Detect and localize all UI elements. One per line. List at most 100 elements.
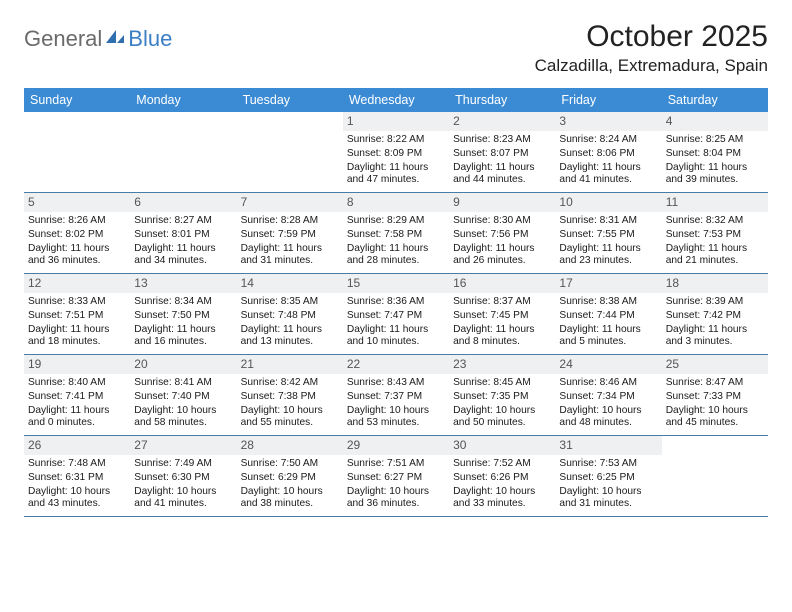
sunset-text: Sunset: 6:29 PM <box>241 472 339 485</box>
daylight-text: Daylight: 10 hours and 38 minutes. <box>241 486 339 512</box>
sunrise-text: Sunrise: 7:51 AM <box>347 458 445 471</box>
daylight-text: Daylight: 11 hours and 44 minutes. <box>453 162 551 188</box>
calendar-cell: 15 Sunrise: 8:36 AMSunset: 7:47 PMDayligh… <box>343 274 449 354</box>
sunset-text: Sunset: 6:31 PM <box>28 472 126 485</box>
sunrise-text: Sunrise: 8:32 AM <box>666 215 764 228</box>
day-number: 15 <box>343 274 449 293</box>
daylight-text: Daylight: 11 hours and 13 minutes. <box>241 324 339 350</box>
sunrise-text: Sunrise: 7:48 AM <box>28 458 126 471</box>
calendar-cell: 31Sunrise: 7:53 AMSunset: 6:25 PMDayligh… <box>555 436 661 516</box>
day-number: 3 <box>555 112 661 131</box>
sunset-text: Sunset: 7:58 PM <box>347 229 445 242</box>
calendar-cell: 8Sunrise: 8:29 AMSunset: 7:58 PMDaylight… <box>343 193 449 273</box>
sunset-text: Sunset: 8:06 PM <box>559 148 657 161</box>
weekday-sunday: Sunday <box>24 88 130 112</box>
daylight-text: Daylight: 10 hours and 53 minutes. <box>347 405 445 431</box>
daylight-text: Daylight: 11 hours and 10 minutes. <box>347 324 445 350</box>
calendar-cell <box>24 112 130 192</box>
daylight-text: Daylight: 10 hours and 36 minutes. <box>347 486 445 512</box>
sunrise-text: Sunrise: 8:46 AM <box>559 377 657 390</box>
daylight-text: Daylight: 10 hours and 41 minutes. <box>134 486 232 512</box>
sunset-text: Sunset: 7:48 PM <box>241 310 339 323</box>
day-number: 14 <box>237 274 343 293</box>
calendar-cell: 11Sunrise: 8:32 AMSunset: 7:53 PMDayligh… <box>662 193 768 273</box>
sunset-text: Sunset: 7:42 PM <box>666 310 764 323</box>
daylight-text: Daylight: 10 hours and 50 minutes. <box>453 405 551 431</box>
calendar-row: 1Sunrise: 8:22 AMSunset: 8:09 PMDaylight… <box>24 112 768 193</box>
logo-text-blue: Blue <box>128 26 172 52</box>
sunset-text: Sunset: 7:41 PM <box>28 391 126 404</box>
daylight-text: Daylight: 11 hours and 3 minutes. <box>666 324 764 350</box>
daylight-text: Daylight: 10 hours and 31 minutes. <box>559 486 657 512</box>
sunrise-text: Sunrise: 7:50 AM <box>241 458 339 471</box>
calendar-cell: 25Sunrise: 8:47 AMSunset: 7:33 PMDayligh… <box>662 355 768 435</box>
calendar-cell: 4Sunrise: 8:25 AMSunset: 8:04 PMDaylight… <box>662 112 768 192</box>
logo: General Blue <box>24 20 172 52</box>
sunrise-text: Sunrise: 8:27 AM <box>134 215 232 228</box>
calendar-cell: 7Sunrise: 8:28 AMSunset: 7:59 PMDaylight… <box>237 193 343 273</box>
day-number: 7 <box>237 193 343 212</box>
daylight-text: Daylight: 11 hours and 21 minutes. <box>666 243 764 269</box>
calendar-cell: 13Sunrise: 8:34 AMSunset: 7:50 PMDayligh… <box>130 274 236 354</box>
calendar-body: 1Sunrise: 8:22 AMSunset: 8:09 PMDaylight… <box>24 112 768 517</box>
header: General Blue October 2025 Calzadilla, Ex… <box>24 20 768 76</box>
sunset-text: Sunset: 6:26 PM <box>453 472 551 485</box>
calendar-cell: 28Sunrise: 7:50 AMSunset: 6:29 PMDayligh… <box>237 436 343 516</box>
day-number: 19 <box>24 355 130 374</box>
daylight-text: Daylight: 11 hours and 16 minutes. <box>134 324 232 350</box>
sunset-text: Sunset: 7:50 PM <box>134 310 232 323</box>
sunset-text: Sunset: 7:44 PM <box>559 310 657 323</box>
sunrise-text: Sunrise: 8:36 AM <box>347 296 445 309</box>
daylight-text: Daylight: 11 hours and 18 minutes. <box>28 324 126 350</box>
calendar-cell: 9Sunrise: 8:30 AMSunset: 7:56 PMDaylight… <box>449 193 555 273</box>
daylight-text: Daylight: 11 hours and 5 minutes. <box>559 324 657 350</box>
daylight-text: Daylight: 11 hours and 28 minutes. <box>347 243 445 269</box>
daylight-text: Daylight: 11 hours and 31 minutes. <box>241 243 339 269</box>
calendar-cell: 5Sunrise: 8:26 AMSunset: 8:02 PMDaylight… <box>24 193 130 273</box>
sunrise-text: Sunrise: 8:28 AM <box>241 215 339 228</box>
sunset-text: Sunset: 7:55 PM <box>559 229 657 242</box>
day-number: 20 <box>130 355 236 374</box>
daylight-text: Daylight: 10 hours and 58 minutes. <box>134 405 232 431</box>
day-number: 11 <box>662 193 768 212</box>
calendar-cell: 17Sunrise: 8:38 AMSunset: 7:44 PMDayligh… <box>555 274 661 354</box>
calendar-cell: 16Sunrise: 8:37 AMSunset: 7:45 PMDayligh… <box>449 274 555 354</box>
calendar-row: 19Sunrise: 8:40 AMSunset: 7:41 PMDayligh… <box>24 355 768 436</box>
daylight-text: Daylight: 10 hours and 48 minutes. <box>559 405 657 431</box>
sunrise-text: Sunrise: 8:35 AM <box>241 296 339 309</box>
calendar-row: 5Sunrise: 8:26 AMSunset: 8:02 PMDaylight… <box>24 193 768 274</box>
sunrise-text: Sunrise: 8:33 AM <box>28 296 126 309</box>
calendar-cell <box>237 112 343 192</box>
calendar-cell: 23Sunrise: 8:45 AMSunset: 7:35 PMDayligh… <box>449 355 555 435</box>
calendar-cell: 18Sunrise: 8:39 AMSunset: 7:42 PMDayligh… <box>662 274 768 354</box>
weekday-thursday: Thursday <box>449 88 555 112</box>
day-number: 4 <box>662 112 768 131</box>
day-number: 6 <box>130 193 236 212</box>
calendar-row: 26Sunrise: 7:48 AMSunset: 6:31 PMDayligh… <box>24 436 768 517</box>
weekday-tuesday: Tuesday <box>237 88 343 112</box>
sunset-text: Sunset: 6:27 PM <box>347 472 445 485</box>
sunset-text: Sunset: 8:01 PM <box>134 229 232 242</box>
day-number: 5 <box>24 193 130 212</box>
weekday-wednesday: Wednesday <box>343 88 449 112</box>
day-number: 29 <box>343 436 449 455</box>
day-number: 17 <box>555 274 661 293</box>
sunrise-text: Sunrise: 8:47 AM <box>666 377 764 390</box>
sunrise-text: Sunrise: 8:22 AM <box>347 134 445 147</box>
daylight-text: Daylight: 11 hours and 26 minutes. <box>453 243 551 269</box>
sunrise-text: Sunrise: 8:41 AM <box>134 377 232 390</box>
calendar-cell: 12Sunrise: 8:33 AMSunset: 7:51 PMDayligh… <box>24 274 130 354</box>
day-number: 10 <box>555 193 661 212</box>
day-number: 9 <box>449 193 555 212</box>
sunrise-text: Sunrise: 7:53 AM <box>559 458 657 471</box>
sunset-text: Sunset: 6:30 PM <box>134 472 232 485</box>
sunrise-text: Sunrise: 8:42 AM <box>241 377 339 390</box>
day-number: 25 <box>662 355 768 374</box>
sunset-text: Sunset: 7:47 PM <box>347 310 445 323</box>
calendar-cell: 19Sunrise: 8:40 AMSunset: 7:41 PMDayligh… <box>24 355 130 435</box>
sunset-text: Sunset: 8:09 PM <box>347 148 445 161</box>
day-number: 24 <box>555 355 661 374</box>
day-number: 2 <box>449 112 555 131</box>
calendar-cell: 20Sunrise: 8:41 AMSunset: 7:40 PMDayligh… <box>130 355 236 435</box>
sunrise-text: Sunrise: 8:30 AM <box>453 215 551 228</box>
